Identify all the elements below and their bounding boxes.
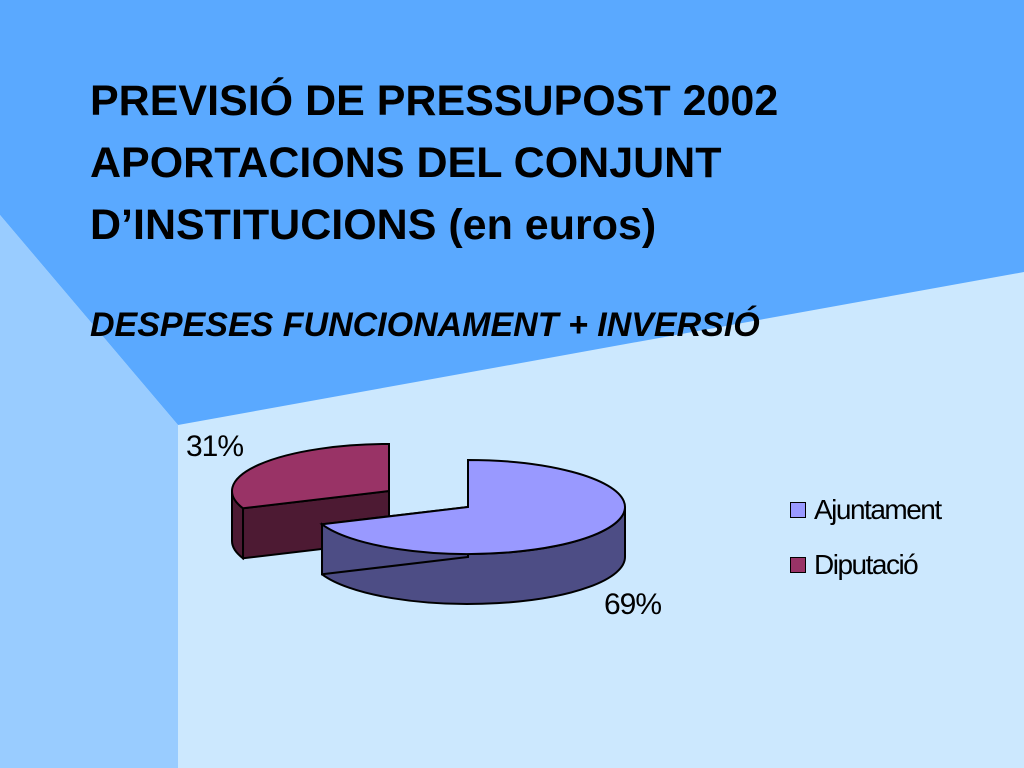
legend-item-diputacio: Diputació [790, 537, 941, 592]
title-line-3: D’INSTITUCIONS (en euros) [90, 201, 657, 249]
title-line-1: PREVISIÓ DE PRESSUPOST 2002 [90, 77, 779, 125]
legend-swatch-ajuntament [790, 501, 806, 518]
background-blue-band [0, 0, 1024, 425]
background-side-panel [0, 215, 178, 768]
legend-label-ajuntament: Ajuntament [814, 493, 942, 525]
legend-item-ajuntament: Ajuntament [790, 482, 942, 537]
pie-slice-ajuntament [319, 458, 626, 605]
slide-subtitle: DESPESES FUNCIONAMENT + INVERSIÓ [90, 306, 760, 344]
data-label-diputacio: 31% [186, 430, 244, 463]
title-line-2: APORTACIONS DEL CONJUNT [90, 139, 722, 187]
legend-label-diputacio: Diputació [814, 548, 919, 580]
chart-legend: Ajuntament Diputació [790, 482, 942, 592]
legend-swatch-diputacio [790, 556, 806, 573]
slide-title: PREVISIÓ DE PRESSUPOST 2002 APORTACIONS … [90, 70, 1010, 256]
data-label-ajuntament: 69% [604, 588, 662, 621]
